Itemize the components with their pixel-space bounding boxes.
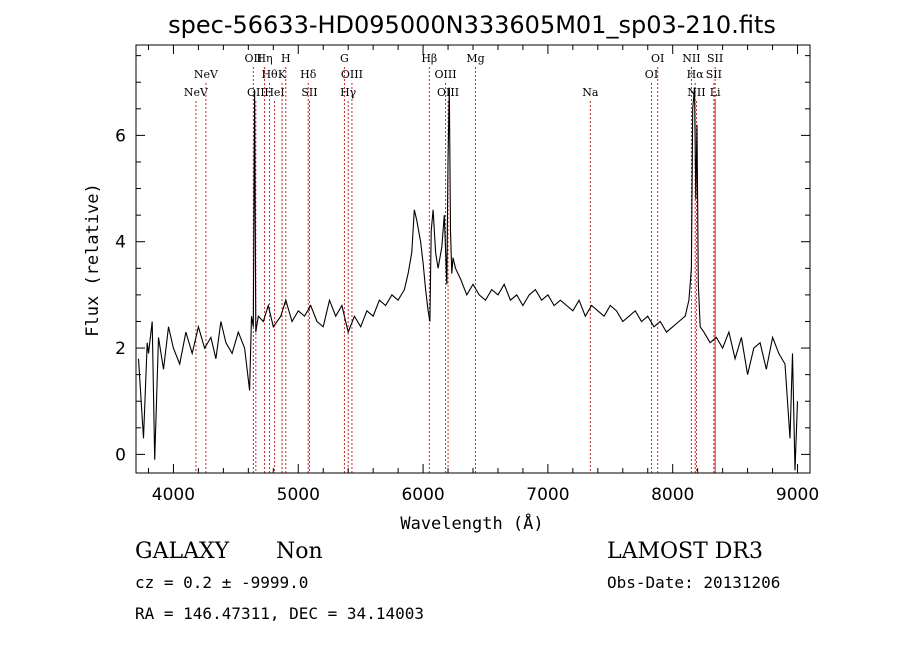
marker-label: H (281, 52, 291, 65)
object-class: GALAXY (135, 539, 230, 564)
marker-label: OIII (435, 68, 457, 81)
marker-label: Na (582, 86, 599, 99)
axes: 4000 5000 6000 7000 8000 9000 0 2 4 6 (115, 45, 819, 505)
marker-label: Hγ (340, 86, 357, 99)
marker-label: Hδ (300, 68, 317, 81)
y-axis-label: Flux (relative) (83, 183, 103, 337)
marker-label: Hη (256, 52, 272, 65)
marker-label: NeV (194, 68, 219, 81)
x-tick-label: 7000 (526, 485, 569, 505)
y-tick-label: 2 (115, 339, 126, 359)
marker-label: NII (687, 86, 705, 99)
marker-label: Mg (466, 52, 484, 65)
marker-label: Li (710, 86, 721, 99)
ra-dec: RA = 146.47311, DEC = 34.14003 (135, 604, 424, 623)
marker-label: HeI (264, 86, 284, 99)
marker-label: OI (651, 52, 664, 65)
object-subclass: Non (276, 539, 323, 564)
x-tick-label: 6000 (401, 485, 444, 505)
marker-label: OII (244, 52, 262, 65)
y-tick-label: 4 (115, 233, 126, 253)
x-tick-label: 4000 (152, 485, 195, 505)
x-axis-label: Wavelength (Å) (400, 512, 543, 534)
redshift-cz: cz = 0.2 ± -9999.0 (135, 573, 309, 592)
marker-label: NII (682, 52, 700, 65)
marker-label: OIII (341, 68, 363, 81)
marker-label: Hα (687, 68, 705, 81)
marker-label: OII (247, 86, 265, 99)
x-tick-label: 9000 (776, 485, 819, 505)
chart-title: spec-56633-HD095000N333605M01_sp03-210.f… (168, 11, 776, 39)
marker-label: Hθ (261, 68, 278, 81)
y-tick-label: 0 (115, 445, 126, 465)
spectrum-line (137, 87, 799, 471)
y-tick-label: 6 (115, 126, 126, 146)
marker-label: NeV (184, 86, 209, 99)
obs-date: Obs-Date: 20131206 (607, 573, 781, 592)
marker-label: Hβ (421, 52, 437, 65)
marker-label: OIII (437, 86, 459, 99)
x-tick-label: 5000 (277, 485, 320, 505)
x-tick-label: 8000 (651, 485, 694, 505)
marker-label: OI (645, 68, 658, 81)
marker-label: SII (301, 86, 317, 99)
plot-frame (135, 44, 811, 474)
marker-label: SII (706, 68, 722, 81)
marker-label: K (278, 68, 287, 81)
survey-name: LAMOST DR3 (607, 539, 763, 564)
marker-label: SII (707, 52, 723, 65)
marker-label: G (340, 52, 349, 65)
